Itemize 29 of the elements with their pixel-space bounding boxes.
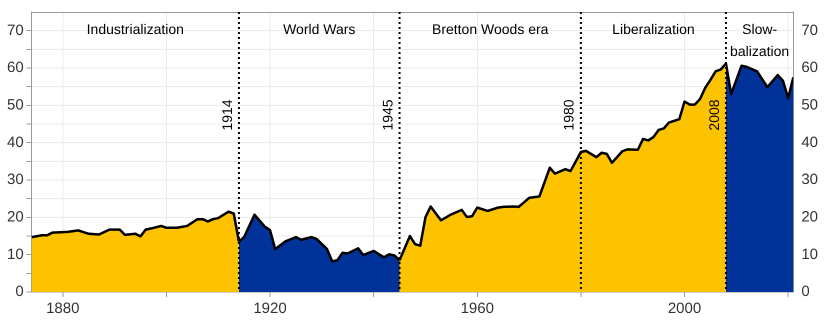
y2-tick-label: 50 xyxy=(801,96,818,114)
y-tick-label: 20 xyxy=(6,208,24,226)
annotation: Bretton Woods era xyxy=(432,20,549,37)
y-tick-label: 0 xyxy=(15,283,24,300)
y2-tick-label: 60 xyxy=(801,59,818,76)
ref-line-label: 1980 xyxy=(560,99,577,131)
annotation: Slow- balization xyxy=(730,20,790,59)
y2-tick-label: 30 xyxy=(801,171,818,188)
x-tick-label: 2000 xyxy=(668,300,702,318)
y-tick-label: 60 xyxy=(6,59,24,76)
annotation: World Wars xyxy=(283,20,356,37)
x-tick-label: 1880 xyxy=(46,300,80,318)
y-tick-label: 70 xyxy=(6,22,24,39)
y2-tick-label: 10 xyxy=(801,246,818,263)
y2-tick-label: 0 xyxy=(801,283,810,300)
y-tick-label: 10 xyxy=(6,246,24,263)
annotation: Industrialization xyxy=(86,20,184,37)
x-tick-label: 1960 xyxy=(460,300,494,318)
y-tick-label: 30 xyxy=(6,171,24,188)
ref-line-label: 1945 xyxy=(379,99,396,131)
y2-tick-label: 20 xyxy=(801,208,818,226)
x-tick-label: 1920 xyxy=(253,300,287,318)
ref-line-label: 1914 xyxy=(218,99,235,131)
y-tick-label: 50 xyxy=(6,96,24,114)
ref-line-label: 2008 xyxy=(706,99,722,131)
y2-tick-label: 40 xyxy=(801,134,818,151)
y2-tick-label: 70 xyxy=(801,22,818,39)
y-tick-label: 40 xyxy=(6,134,24,151)
annotation: Liberalization xyxy=(612,20,695,37)
